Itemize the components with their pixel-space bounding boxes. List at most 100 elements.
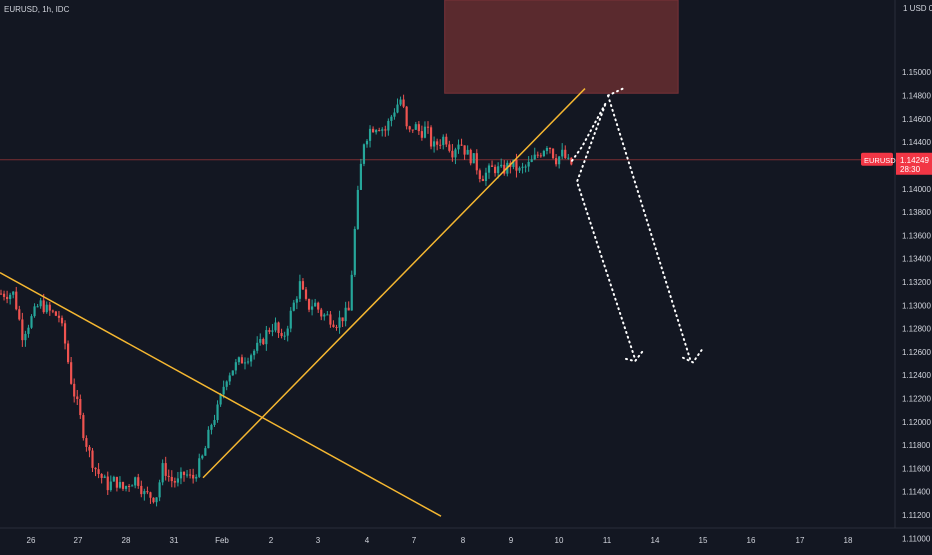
candle-body [548, 147, 552, 149]
candle [158, 479, 161, 502]
candle-body [472, 153, 475, 164]
candle [314, 298, 317, 307]
candle-body [283, 335, 286, 337]
candle [338, 310, 341, 334]
candle [384, 125, 387, 137]
candle [353, 226, 356, 277]
candle [253, 349, 256, 360]
candle-body [18, 309, 21, 320]
candle [164, 456, 167, 481]
candle [536, 151, 539, 158]
candle [561, 143, 564, 160]
candle [500, 158, 503, 168]
candle [243, 357, 247, 370]
candle-body [146, 491, 149, 493]
candle [12, 291, 15, 299]
candle-body [536, 154, 539, 156]
candle-body [341, 317, 344, 322]
candle-body [182, 471, 186, 475]
candle [356, 185, 359, 230]
candle [192, 468, 195, 484]
candle [527, 156, 530, 172]
candle-body [384, 129, 387, 131]
candle-body [207, 429, 210, 449]
candle [375, 129, 378, 135]
candle [286, 325, 289, 342]
candle-body [530, 159, 533, 162]
price-tick-label: 1.11400 [902, 488, 931, 497]
candle-body [405, 106, 408, 127]
candle-body [426, 126, 430, 128]
candle [97, 463, 100, 479]
price-badge-value: 1.14249 [900, 156, 929, 165]
candle [372, 126, 375, 133]
candle [292, 299, 295, 312]
candle-body [57, 315, 61, 318]
candle [24, 330, 27, 347]
descending-trendline [0, 272, 442, 517]
candle-body [201, 455, 204, 459]
candle-body [433, 141, 436, 147]
candle-body [198, 458, 201, 477]
candle [79, 394, 82, 419]
candle [545, 146, 549, 155]
time-tick-label: 18 [844, 536, 853, 545]
candle [152, 497, 155, 504]
candle [112, 475, 115, 482]
candle [555, 154, 558, 167]
time-tick-label: 8 [461, 536, 466, 545]
candle-body [451, 150, 454, 158]
candle [73, 378, 76, 403]
candle-body [100, 474, 103, 478]
candle-body [478, 170, 481, 180]
candle-body [347, 307, 350, 311]
candle-body [356, 189, 359, 229]
candle-body [15, 291, 18, 310]
price-tick-label: 1.13000 [902, 301, 931, 310]
candle [70, 356, 73, 385]
candle [298, 274, 301, 302]
candle-body [27, 327, 30, 334]
candle [414, 121, 417, 131]
candle [344, 301, 347, 327]
candle-body [555, 158, 558, 165]
candle-body [79, 399, 82, 416]
candle-body [222, 386, 225, 395]
candle [362, 143, 366, 167]
candle [420, 125, 423, 141]
candle [213, 414, 216, 428]
candle-body [466, 149, 469, 155]
candle-body [359, 163, 362, 190]
candle [332, 320, 335, 328]
candle-body [179, 471, 183, 479]
price-tick-label: 1.14600 [902, 115, 931, 124]
candle-body [304, 289, 308, 299]
candle-body [390, 116, 393, 121]
candle-body [70, 362, 73, 384]
candle [182, 471, 186, 482]
price-tick-label: 1.13200 [902, 278, 931, 287]
candle-body [210, 424, 213, 430]
candle [567, 154, 570, 160]
candle-body [42, 300, 45, 313]
candle-body [91, 450, 94, 468]
projection-arrowhead-2 [682, 348, 703, 364]
candle [524, 164, 527, 173]
time-tick-label: 2 [269, 536, 274, 545]
candle [533, 147, 536, 161]
candle [237, 356, 240, 366]
price-tick-label: 1.12600 [902, 348, 931, 357]
candle [503, 160, 506, 176]
candle-body [63, 323, 67, 344]
candle-body [298, 281, 301, 299]
candle [289, 307, 292, 333]
candle-body [124, 486, 128, 489]
candle-body [368, 128, 372, 141]
candle-body [118, 482, 122, 488]
candle [451, 144, 454, 162]
candle-body [524, 166, 527, 168]
candle [494, 164, 497, 177]
candle [115, 476, 118, 492]
candle [365, 139, 369, 148]
candle-body [460, 144, 463, 146]
